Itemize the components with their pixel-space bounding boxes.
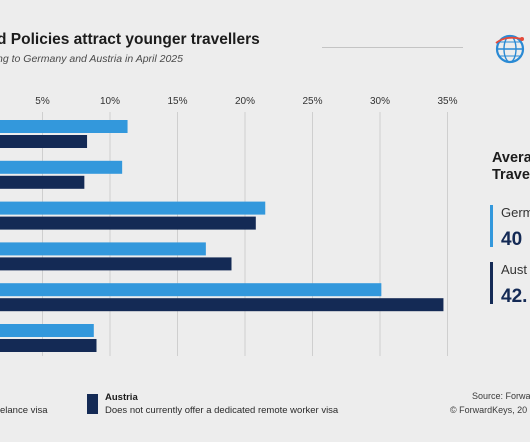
legend-austria-name: Austria [105, 392, 138, 403]
austria-stat-value: 42. [501, 286, 528, 307]
x-tick-label: 30% [370, 96, 390, 107]
x-tick-label: 20% [235, 96, 255, 107]
chart-bars [0, 120, 444, 352]
bar-austria [0, 135, 88, 148]
bar-austria [0, 257, 232, 271]
legend-germany-description: elance visa [0, 405, 48, 416]
side-panel-title-line2: Trave [492, 167, 530, 183]
bar-germany [0, 324, 94, 337]
x-tick-label: 5% [35, 96, 50, 107]
x-tick-label: 25% [302, 96, 322, 107]
legend-austria-swatch [87, 394, 98, 414]
austria-stat-label: Aust [501, 262, 528, 277]
bar-germany [0, 242, 206, 256]
bar-austria [0, 175, 85, 189]
bar-germany [0, 201, 266, 215]
x-tick-label: 35% [437, 96, 457, 107]
x-axis-ticks: 5% 10% 15% 20% 25% 30% 35% [35, 96, 457, 107]
bar-germany [0, 120, 128, 133]
bar-austria [0, 298, 444, 312]
germany-stat-accent [490, 205, 493, 247]
footer-copyright: © ForwardKeys, 20 [450, 405, 528, 415]
x-tick-label: 15% [167, 96, 187, 107]
austria-stat-accent [490, 262, 493, 304]
bar-austria [0, 339, 97, 352]
germany-stat-value: 40 [501, 229, 523, 250]
germany-stat-label: Germ [501, 205, 530, 220]
chart-subtitle: ng to Germany and Austria in April 2025 [0, 53, 183, 65]
forwardkeys-globe-icon [495, 34, 525, 64]
bar-austria [0, 216, 256, 230]
header-divider [322, 47, 463, 48]
x-tick-label: 10% [100, 96, 120, 107]
chart-gridlines [42, 112, 448, 356]
bar-germany [0, 160, 123, 174]
chart-title: d Policies attract younger travellers [0, 31, 260, 48]
legend-austria-description: Does not currently offer a dedicated rem… [105, 405, 339, 416]
footer-source: Source: Forwa [472, 391, 530, 401]
bar-germany [0, 283, 382, 297]
side-panel-title-line1: Avera [492, 150, 530, 166]
